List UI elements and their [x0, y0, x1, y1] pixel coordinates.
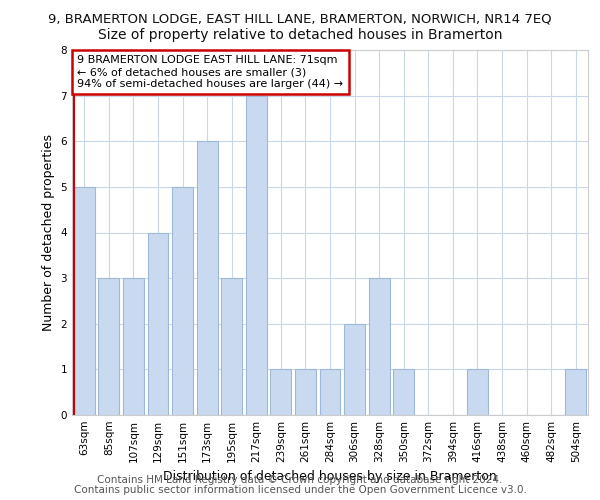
Text: 9 BRAMERTON LODGE EAST HILL LANE: 71sqm
← 6% of detached houses are smaller (3)
: 9 BRAMERTON LODGE EAST HILL LANE: 71sqm … — [77, 56, 343, 88]
Text: Contains public sector information licensed under the Open Government Licence v3: Contains public sector information licen… — [74, 485, 526, 495]
Bar — [172, 187, 193, 415]
Y-axis label: Number of detached properties: Number of detached properties — [42, 134, 55, 331]
Bar — [565, 370, 586, 415]
Bar — [148, 232, 169, 415]
Bar — [320, 370, 340, 415]
Bar — [368, 278, 389, 415]
Text: 9, BRAMERTON LODGE, EAST HILL LANE, BRAMERTON, NORWICH, NR14 7EQ: 9, BRAMERTON LODGE, EAST HILL LANE, BRAM… — [48, 12, 552, 26]
Bar — [221, 278, 242, 415]
Bar — [295, 370, 316, 415]
Bar — [467, 370, 488, 415]
Text: Size of property relative to detached houses in Bramerton: Size of property relative to detached ho… — [98, 28, 502, 42]
Bar — [344, 324, 365, 415]
Bar — [123, 278, 144, 415]
Bar — [271, 370, 292, 415]
Bar — [246, 96, 267, 415]
Bar — [98, 278, 119, 415]
Bar — [74, 187, 95, 415]
Bar — [393, 370, 414, 415]
Bar — [197, 141, 218, 415]
Text: Contains HM Land Registry data © Crown copyright and database right 2024.: Contains HM Land Registry data © Crown c… — [97, 475, 503, 485]
X-axis label: Distribution of detached houses by size in Bramerton: Distribution of detached houses by size … — [163, 470, 497, 484]
